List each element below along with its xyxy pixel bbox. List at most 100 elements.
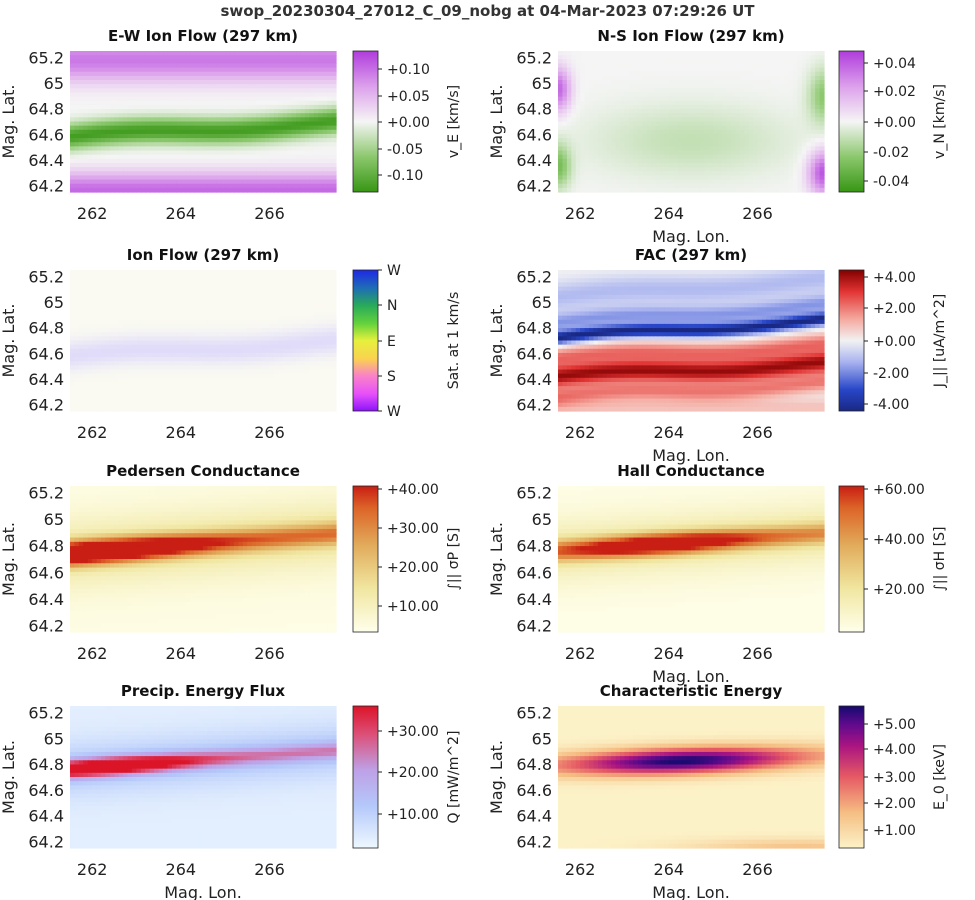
heatmap-cell bbox=[251, 51, 257, 56]
heatmap-cell bbox=[132, 286, 138, 292]
heatmap-cell bbox=[615, 179, 621, 185]
heatmap-cell bbox=[123, 104, 129, 110]
heatmap-cell bbox=[123, 67, 129, 73]
heatmap-cell bbox=[642, 162, 648, 168]
heatmap-cell bbox=[127, 75, 133, 81]
heatmap-cell bbox=[717, 154, 723, 160]
heatmap-cell bbox=[801, 125, 807, 131]
heatmap-cell bbox=[327, 96, 333, 102]
heatmap-cell bbox=[739, 67, 745, 73]
heatmap-cell bbox=[269, 154, 275, 160]
heatmap-cell bbox=[584, 129, 590, 135]
heatmap-cell bbox=[176, 129, 182, 135]
heatmap-cell bbox=[83, 84, 89, 89]
heatmap-cell bbox=[735, 179, 741, 185]
heatmap-cell bbox=[132, 109, 138, 114]
heatmap-cell bbox=[203, 59, 209, 65]
heatmap-cell bbox=[810, 121, 816, 127]
heatmap-cell bbox=[256, 323, 262, 329]
heatmap-cell bbox=[810, 138, 816, 143]
heatmap-cell bbox=[815, 100, 821, 106]
heatmap-cell bbox=[247, 146, 253, 152]
heatmap-cell bbox=[247, 150, 253, 156]
heatmap-cell bbox=[313, 125, 319, 131]
heatmap-cell bbox=[70, 328, 76, 333]
heatmap-cell bbox=[123, 75, 129, 81]
heatmap-cell bbox=[180, 96, 186, 102]
heatmap-cell bbox=[265, 63, 271, 69]
heatmap-cell bbox=[699, 59, 705, 65]
heatmap-cell bbox=[602, 183, 608, 189]
heatmap-cell bbox=[810, 84, 816, 89]
heatmap-cell bbox=[637, 187, 643, 193]
heatmap-cell bbox=[96, 183, 102, 189]
heatmap-cell bbox=[105, 290, 111, 296]
heatmap-cell bbox=[704, 167, 710, 172]
heatmap-cell bbox=[637, 138, 643, 143]
heatmap-cell bbox=[118, 328, 124, 333]
heatmap-cell bbox=[673, 167, 679, 172]
heatmap-cell bbox=[792, 84, 798, 89]
heatmap-cell bbox=[220, 146, 226, 152]
heatmap-cell bbox=[726, 67, 732, 73]
heatmap-cell bbox=[735, 100, 741, 106]
heatmap-cell bbox=[114, 328, 120, 333]
heatmap-cell bbox=[260, 150, 266, 156]
heatmap-cell bbox=[318, 286, 324, 292]
heatmap-cell bbox=[602, 109, 608, 114]
heatmap-cell bbox=[708, 88, 714, 94]
heatmap-cell bbox=[96, 167, 102, 172]
heatmap-cell bbox=[109, 274, 115, 279]
heatmap-cell bbox=[234, 71, 240, 77]
heatmap-cell bbox=[176, 274, 182, 279]
heatmap-cell bbox=[606, 154, 612, 160]
heatmap-cell bbox=[770, 125, 776, 131]
heatmap-cell bbox=[806, 183, 812, 189]
heatmap-cell bbox=[180, 319, 186, 325]
heatmap-cell bbox=[109, 167, 115, 172]
heatmap-cell bbox=[287, 51, 293, 56]
heatmap-cell bbox=[637, 175, 643, 181]
heatmap-cell bbox=[695, 100, 701, 106]
heatmap-cell bbox=[322, 121, 328, 127]
heatmap-cell bbox=[296, 299, 302, 304]
heatmap-cell bbox=[118, 150, 124, 156]
heatmap-cell bbox=[606, 104, 612, 110]
heatmap-cell bbox=[708, 171, 714, 177]
heatmap-cell bbox=[96, 67, 102, 73]
heatmap-cell bbox=[801, 179, 807, 185]
heatmap-cell bbox=[176, 109, 182, 114]
heatmap-cell bbox=[114, 55, 120, 60]
heatmap-cell bbox=[593, 51, 599, 56]
heatmap-cell bbox=[620, 109, 626, 114]
heatmap-cell bbox=[682, 167, 688, 172]
heatmap-cell bbox=[313, 146, 319, 152]
heatmap-cell bbox=[260, 154, 266, 160]
heatmap-cell bbox=[101, 158, 107, 164]
heatmap-cell bbox=[211, 303, 217, 308]
heatmap-cell bbox=[198, 323, 204, 329]
heatmap-cell bbox=[278, 183, 284, 189]
heatmap-cell bbox=[300, 299, 306, 304]
heatmap-cell bbox=[748, 63, 754, 69]
heatmap-cell bbox=[83, 121, 89, 127]
heatmap-cell bbox=[242, 286, 248, 292]
heatmap-cell bbox=[180, 104, 186, 110]
heatmap-cell bbox=[123, 315, 129, 321]
heatmap-cells bbox=[70, 270, 337, 412]
heatmap-cell bbox=[300, 311, 306, 317]
heatmap-cell bbox=[331, 67, 337, 73]
panel-title: Ion Flow (297 km) bbox=[126, 246, 280, 264]
heatmap-cell bbox=[287, 315, 293, 321]
heatmap-cell bbox=[628, 183, 634, 189]
heatmap-cell bbox=[167, 133, 173, 139]
heatmap-cell bbox=[167, 167, 173, 172]
heatmap-cell bbox=[322, 175, 328, 181]
heatmap-cell bbox=[216, 162, 222, 168]
heatmap-cell bbox=[87, 109, 93, 114]
heatmap-cell bbox=[296, 117, 302, 123]
heatmap-cell bbox=[211, 158, 217, 164]
heatmap-cell bbox=[562, 179, 568, 185]
heatmap-cell bbox=[575, 142, 581, 147]
heatmap-cell bbox=[70, 146, 76, 152]
